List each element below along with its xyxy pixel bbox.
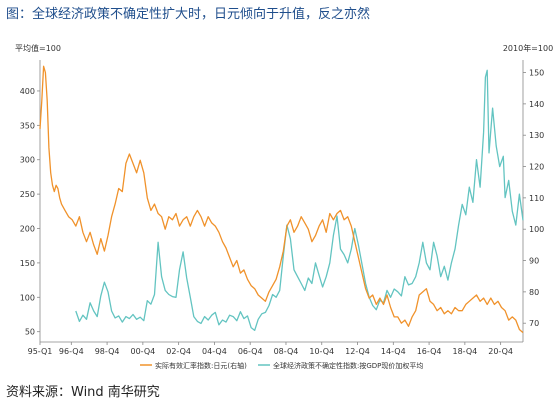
right-tick-label: 150 (529, 69, 544, 78)
right-tick-label: 90 (529, 257, 539, 266)
right-tick-label: 130 (529, 131, 544, 140)
x-tick-label: 20-Q4 (488, 347, 513, 356)
chart-canvas: 50 100 150 200 250 300 350 400 70 80 90 100 110 120 1… (15, 43, 553, 370)
x-tick-label: 06-Q4 (238, 347, 263, 356)
x-tick-label: 12-Q4 (345, 347, 370, 356)
right-axis-unit: 2010年=100 (503, 43, 553, 53)
right-tick-label: 80 (529, 288, 539, 297)
left-axis-unit: 平均值=100 (15, 43, 61, 53)
legend: 实际有效汇率指数:日元(右轴) 全球经济政策不确定性指数:按GDP现价加权平均 (140, 361, 423, 370)
legend-label-jpy: 实际有效汇率指数:日元(右轴) (155, 361, 247, 370)
x-tick-label: 04-Q4 (202, 347, 227, 356)
left-tick-label: 400 (20, 87, 35, 96)
right-tick-label: 70 (529, 319, 539, 328)
right-tick-label: 110 (529, 194, 544, 203)
left-tick-label: 350 (20, 121, 35, 130)
right-tick-label: 120 (529, 163, 544, 172)
left-axis: 50 100 150 200 250 300 350 400 (20, 87, 40, 337)
x-tick-label: 00-Q4 (130, 347, 155, 356)
x-tick-label: 95-Q1 (28, 347, 53, 356)
legend-label-epu: 全球经济政策不确定性指数:按GDP现价加权平均 (273, 361, 423, 370)
left-tick-label: 200 (20, 225, 35, 234)
x-tick-label: 08-Q4 (274, 347, 299, 356)
series-line-jpy-reer (39, 65, 524, 334)
left-tick-label: 50 (25, 328, 35, 337)
x-tick-label: 16-Q4 (417, 347, 442, 356)
left-tick-label: 300 (20, 156, 35, 165)
right-tick-label: 100 (529, 225, 544, 234)
left-tick-label: 100 (20, 293, 35, 302)
left-tick-label: 150 (20, 259, 35, 268)
left-tick-label: 250 (20, 190, 35, 199)
right-axis: 70 80 90 100 110 120 130 140 150 (523, 69, 544, 328)
series-layer (39, 65, 524, 334)
x-tick-label: 98-Q4 (95, 347, 120, 356)
x-axis: 95-Q1 96-Q4 98-Q4 00-Q4 02-Q4 04-Q4 06-Q4 08-Q4… (28, 342, 513, 356)
x-tick-label: 96-Q4 (59, 347, 84, 356)
source-note: 资料来源：Wind 南华研究 (6, 385, 160, 400)
x-tick-label: 18-Q4 (452, 347, 477, 356)
series-line-global-epu (75, 69, 524, 331)
x-tick-label: 10-Q4 (309, 347, 334, 356)
figure-title: 图：全球经济政策不确定性扩大时，日元倾向于升值，反之亦然 (6, 7, 371, 22)
x-tick-label: 14-Q4 (381, 347, 406, 356)
x-tick-label: 02-Q4 (166, 347, 191, 356)
right-tick-label: 140 (529, 100, 544, 109)
plot-frame (39, 60, 524, 343)
